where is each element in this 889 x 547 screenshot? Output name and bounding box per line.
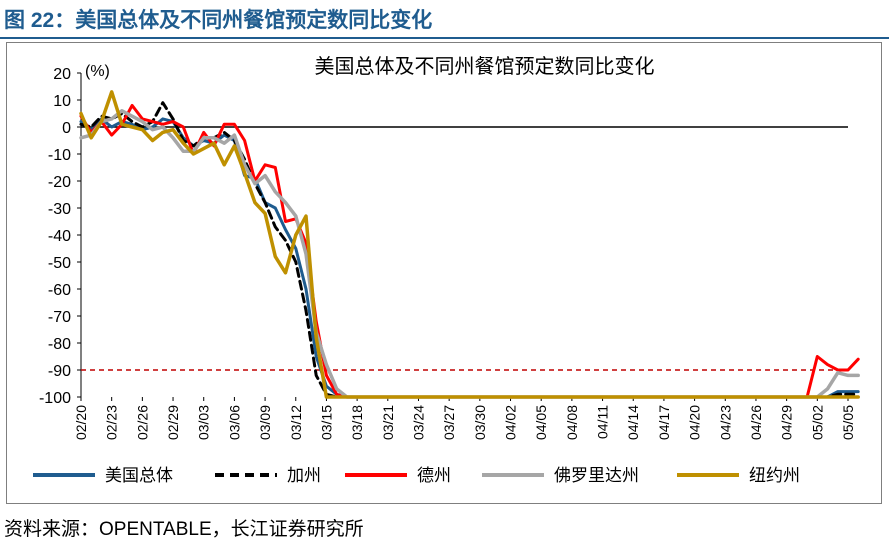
x-tick-label: 03/21 xyxy=(380,405,396,440)
line-chart: 美国总体及不同州餐馆预定数同比变化 (%) 20 10 0 -10 -20 -30 -40 -50… xyxy=(33,55,860,485)
chart-axes: 美国总体及不同州餐馆预定数同比变化 (%) 20 10 0 -10 -20 -30 -40 -50… xyxy=(39,55,856,440)
series-line-texas xyxy=(79,103,860,399)
x-tick-label: 05/05 xyxy=(840,405,856,440)
x-tick-label: 04/08 xyxy=(564,405,580,440)
series-line-usa xyxy=(79,117,860,399)
series-line-california xyxy=(79,101,860,399)
x-tick-label: 04/29 xyxy=(779,405,795,440)
figure-title: 图 22：美国总体及不同州餐馆预定数同比变化 xyxy=(4,9,433,32)
x-tick-label: 02/29 xyxy=(165,405,181,440)
source-note: 资料来源：OPENTABLE，长江证券研究所 xyxy=(4,519,364,540)
x-tick-label: 04/20 xyxy=(687,405,703,440)
x-tick-label: 04/14 xyxy=(625,405,641,440)
x-tick-label: 04/17 xyxy=(656,405,672,440)
x-tick-label: 03/27 xyxy=(441,405,457,440)
x-tick-label: 02/26 xyxy=(134,405,150,440)
x-tick-label: 04/02 xyxy=(503,405,519,440)
chart-title: 美国总体及不同州餐馆预定数同比变化 xyxy=(315,55,655,78)
x-tick-label: 04/23 xyxy=(717,405,733,440)
chart-frame: 美国总体及不同州餐馆预定数同比变化 (%) 20 10 0 -10 -20 -30 -40 -50… xyxy=(6,42,882,504)
x-tick-label: 04/26 xyxy=(748,405,764,440)
y-axis-unit-label: (%) xyxy=(85,63,110,80)
x-tick-label: 03/06 xyxy=(226,405,242,440)
y-tick-label: -10 xyxy=(48,147,71,164)
y-tick-label: -30 xyxy=(48,201,71,218)
y-tick-label: 0 xyxy=(62,120,71,137)
x-tick-label: 03/30 xyxy=(472,405,488,440)
y-tick-label: -40 xyxy=(48,228,71,245)
y-tick-label: 10 xyxy=(53,93,71,110)
y-tick-label: -50 xyxy=(48,255,71,272)
series-line-newyork xyxy=(79,90,860,399)
chart-legend: 美国总体 加州 德州 佛罗里达州 纽约州 xyxy=(33,466,800,485)
x-tick-label: 02/20 xyxy=(73,405,89,440)
y-tick-label: -20 xyxy=(48,174,71,191)
x-tick-label: 03/12 xyxy=(288,405,304,440)
legend-label-texas: 德州 xyxy=(417,466,451,485)
title-divider xyxy=(0,37,889,39)
legend-label-newyork: 纽约州 xyxy=(749,466,800,485)
chart-series-lines xyxy=(79,90,860,399)
y-tick-label: -60 xyxy=(48,282,71,299)
y-tick-label: -100 xyxy=(39,390,71,407)
x-tick-label: 05/02 xyxy=(809,405,825,440)
x-tick-label: 03/09 xyxy=(257,405,273,440)
x-tick-label: 04/05 xyxy=(533,405,549,440)
x-tick-label: 04/11 xyxy=(595,405,611,439)
legend-label-florida: 佛罗里达州 xyxy=(554,466,639,485)
x-tick-label: 03/24 xyxy=(410,405,426,440)
y-tick-label: 20 xyxy=(53,66,71,83)
y-tick-label: -80 xyxy=(48,336,71,353)
legend-label-california: 加州 xyxy=(287,466,321,485)
x-tick-label: 03/03 xyxy=(196,405,212,440)
x-tick-label: 03/15 xyxy=(318,405,334,440)
x-tick-label: 02/23 xyxy=(104,405,120,440)
legend-label-usa: 美国总体 xyxy=(105,466,173,485)
y-tick-label: -70 xyxy=(48,309,71,326)
y-tick-label: -90 xyxy=(48,363,71,380)
x-tick-label: 03/18 xyxy=(349,405,365,440)
